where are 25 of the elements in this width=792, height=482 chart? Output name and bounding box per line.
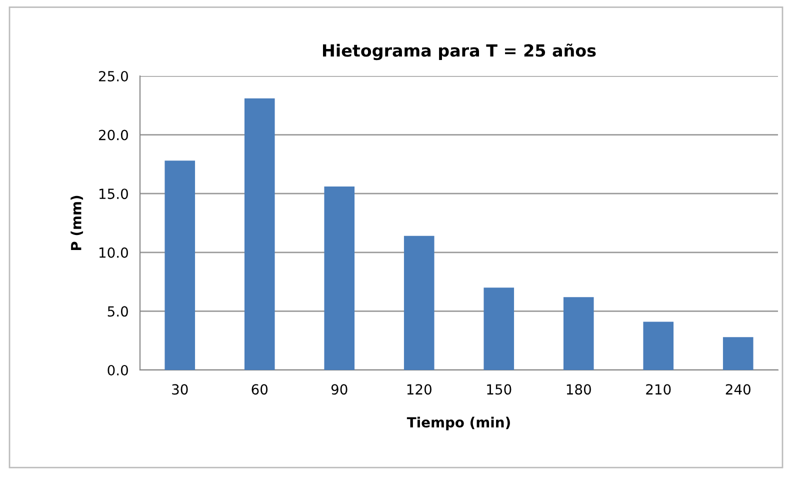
bar xyxy=(722,337,754,370)
x-tick-label: 120 xyxy=(407,384,432,395)
chart-title: Hietograma para T = 25 años xyxy=(323,44,596,60)
y-tick-label: 25.0 xyxy=(98,70,128,82)
bar xyxy=(244,98,275,370)
bar xyxy=(324,186,355,370)
bar xyxy=(484,288,514,370)
bar xyxy=(643,322,674,370)
x-tick-label: 150 xyxy=(487,384,512,395)
y-tick-label: 10.0 xyxy=(99,247,128,258)
bar xyxy=(563,297,594,370)
x-tick-label: 240 xyxy=(726,384,750,395)
x-tick-label: 90 xyxy=(331,384,348,395)
bar xyxy=(404,236,434,370)
y-tick-label: 15.0 xyxy=(99,188,128,200)
y-tick-label: 20.0 xyxy=(98,130,128,140)
bar xyxy=(164,160,196,370)
y-axis-title: P (mm) xyxy=(70,196,84,250)
x-tick-label: 210 xyxy=(646,384,671,395)
x-tick-label: 60 xyxy=(252,384,268,395)
y-tick-label: 5.0 xyxy=(108,306,128,317)
x-tick-label: 180 xyxy=(566,384,591,395)
y-tick-label: 0.0 xyxy=(108,364,128,376)
x-tick-label: 30 xyxy=(172,384,188,395)
x-axis-title: Tiempo (min) xyxy=(406,416,510,430)
